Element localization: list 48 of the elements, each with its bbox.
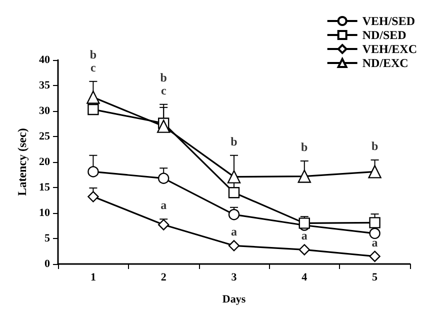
x-tick-label: 3 bbox=[231, 272, 238, 284]
point bbox=[157, 120, 170, 133]
legend-label: ND/EXC bbox=[362, 56, 408, 70]
annotation: b bbox=[90, 47, 97, 62]
point bbox=[369, 228, 380, 239]
point bbox=[228, 208, 240, 220]
legend-label: VEH/EXC bbox=[362, 42, 418, 56]
point bbox=[369, 250, 380, 262]
x-tick-label: 2 bbox=[160, 272, 167, 284]
point bbox=[158, 219, 170, 230]
x-tick-label: 4 bbox=[302, 272, 308, 284]
point bbox=[369, 217, 380, 228]
y-tick-label: 10 bbox=[39, 207, 50, 219]
y-axis-title: Latency (sec) bbox=[15, 128, 29, 196]
annotation: a bbox=[160, 198, 167, 212]
x-tick-label: 5 bbox=[372, 272, 378, 284]
point bbox=[368, 165, 382, 178]
point bbox=[228, 187, 240, 198]
point bbox=[88, 166, 99, 178]
y-tick-label: 0 bbox=[44, 258, 50, 270]
point bbox=[158, 172, 170, 184]
annotation: c bbox=[90, 60, 97, 74]
annotation: a bbox=[372, 235, 378, 250]
point bbox=[228, 240, 240, 252]
annotation: b bbox=[371, 138, 378, 153]
x-axis-title: Days bbox=[222, 294, 246, 306]
annotation: a bbox=[301, 228, 308, 243]
x-tick-label: 1 bbox=[90, 272, 96, 284]
point bbox=[298, 170, 311, 183]
y-tick-label: 35 bbox=[39, 80, 50, 92]
annotation: b bbox=[301, 140, 308, 154]
legend-label: VEH/SED bbox=[362, 14, 416, 28]
legend-label: ND/SED bbox=[362, 28, 407, 42]
point bbox=[227, 170, 241, 184]
annotation: b bbox=[230, 134, 238, 148]
point bbox=[86, 90, 100, 104]
y-tick-label: 40 bbox=[39, 54, 50, 66]
y-tick-label: 15 bbox=[39, 182, 50, 194]
point bbox=[88, 104, 99, 116]
point bbox=[298, 244, 310, 256]
y-tick-label: 30 bbox=[39, 105, 50, 117]
y-tick-label: 5 bbox=[44, 232, 50, 244]
y-tick-label: 25 bbox=[39, 130, 50, 142]
annotation: b bbox=[160, 70, 168, 84]
point bbox=[88, 191, 99, 202]
y-tick-label: 20 bbox=[39, 156, 50, 168]
annotation: a bbox=[231, 224, 237, 239]
annotation: c bbox=[160, 83, 167, 98]
